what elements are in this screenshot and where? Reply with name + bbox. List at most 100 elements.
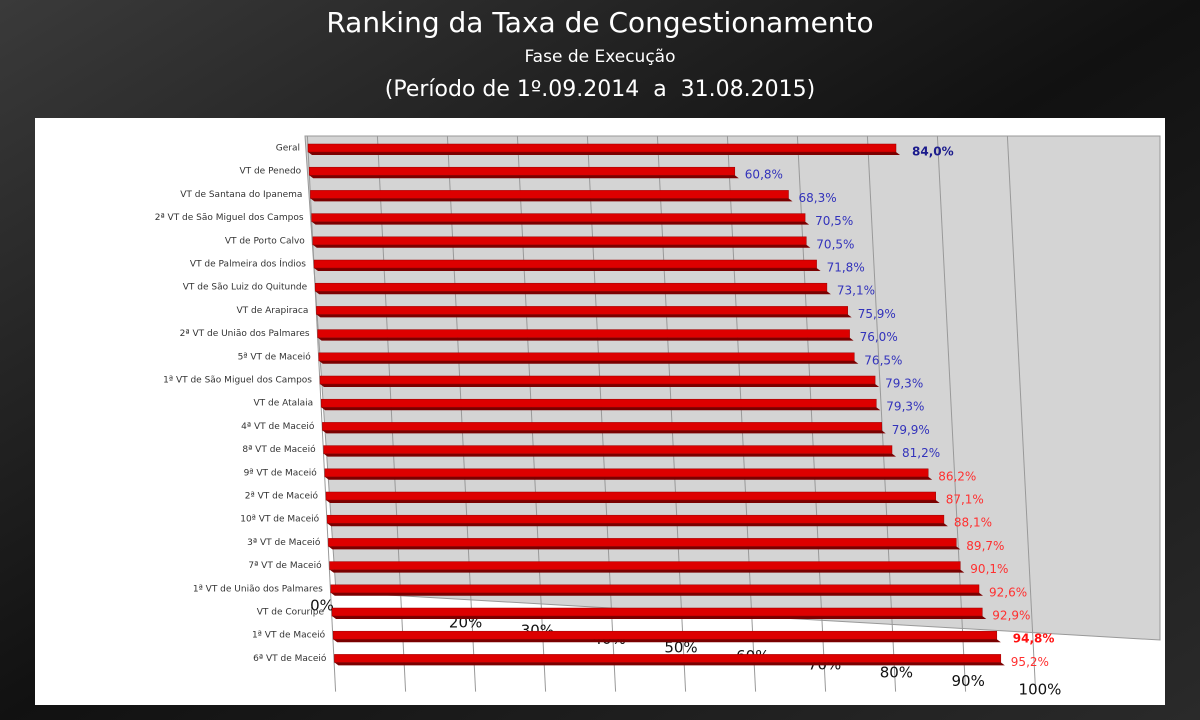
category-label: 8ª VT de Maceió: [242, 444, 316, 455]
value-label: 71,8%: [827, 261, 865, 275]
grid-line: [446, 135, 477, 692]
bar: [316, 306, 848, 315]
bar-side: [309, 175, 739, 179]
bar: [319, 375, 876, 385]
value-label: 90,1%: [970, 562, 1008, 576]
category-label: 10ª VT de Maceió: [240, 514, 319, 525]
bar: [317, 329, 850, 338]
grid-line: [306, 135, 337, 692]
x-tick-label: 100%: [1019, 681, 1062, 699]
value-label: 92,6%: [989, 585, 1027, 599]
category-label: 2ª VT de União dos Palmares: [180, 329, 310, 339]
category-label: VT de Arapiraca: [237, 306, 309, 316]
bar: [310, 190, 789, 199]
value-label: 68,3%: [799, 191, 837, 205]
category-label: VT de Porto Calvo: [225, 236, 305, 246]
bar-side: [327, 523, 948, 527]
value-label: 87,1%: [946, 493, 984, 507]
category-label: 1ª VT de São Miguel dos Campos: [163, 376, 312, 386]
bar-side: [332, 616, 987, 619]
bar: [308, 166, 736, 176]
value-label: 79,3%: [886, 400, 924, 414]
bar-side: [320, 384, 880, 387]
grid-line: [376, 135, 407, 692]
bar: [332, 630, 998, 640]
grid-line: [796, 135, 827, 692]
grid-line: [726, 135, 757, 692]
bar: [314, 282, 828, 292]
value-label: 86,2%: [938, 469, 976, 483]
bar-side: [312, 244, 811, 248]
bar: [323, 445, 893, 454]
category-label: VT de Santana do Ipanema: [180, 190, 302, 200]
category-label: 2ª VT de Maceió: [245, 491, 319, 502]
bar-side: [328, 546, 961, 550]
category-label: 1ª VT de Maceió: [252, 630, 326, 641]
x-tick-label: 90%: [952, 672, 985, 690]
value-label: 88,1%: [954, 516, 992, 530]
value-label: 75,9%: [858, 307, 896, 321]
bar: [334, 654, 1002, 663]
chart-period: (Período de 1º.09.2014 a 31.08.2015): [385, 77, 815, 102]
bar-side: [323, 453, 897, 457]
category-label: VT de Penedo: [239, 167, 301, 177]
value-label: 60,8%: [745, 168, 783, 182]
value-label: 95,2%: [1011, 655, 1049, 669]
value-label: 76,5%: [864, 353, 902, 367]
value-label: 79,9%: [892, 423, 930, 437]
bar: [320, 398, 877, 408]
bar-side: [310, 198, 793, 202]
bar-side: [308, 152, 900, 155]
category-label: 2ª VT de São Miguel dos Campos: [155, 213, 304, 223]
bar: [326, 514, 945, 524]
bar-side: [324, 476, 933, 480]
x-tick-label: 0%: [310, 597, 334, 615]
value-label: 79,3%: [885, 377, 923, 391]
chart-subtitle: Fase de Execução: [524, 47, 675, 67]
bar-side: [314, 268, 821, 271]
category-label: 1ª VT de União dos Palmares: [193, 584, 323, 594]
category-label: VT de Coruripe: [257, 608, 325, 618]
bar: [324, 468, 929, 478]
value-label: 70,5%: [816, 237, 854, 251]
bar-side: [334, 662, 1005, 666]
bar-side: [329, 569, 965, 573]
bar: [312, 236, 807, 246]
grid-line: [1006, 135, 1037, 692]
bar-side: [318, 360, 859, 364]
category-label: 6ª VT de Maceió: [253, 653, 327, 664]
category-label: VT de Atalaia: [253, 399, 313, 409]
bar: [311, 213, 806, 222]
bar-side: [321, 407, 881, 411]
value-label: 92,9%: [992, 609, 1030, 623]
bar-side: [326, 500, 940, 503]
bar-side: [317, 337, 854, 341]
value-label: 89,7%: [966, 539, 1004, 553]
value-label: 70,5%: [815, 214, 853, 228]
category-label: 5ª VT de Maceió: [238, 351, 312, 362]
bar-side: [330, 592, 983, 596]
bar: [322, 422, 882, 431]
category-label: 4ª VT de Maceió: [241, 421, 315, 432]
value-label: 84,0%: [912, 145, 954, 159]
grid-line: [866, 135, 897, 692]
bar-side: [333, 639, 1001, 643]
bar: [318, 352, 855, 362]
grid-line: [656, 135, 687, 692]
x-tick-label: 50%: [664, 639, 697, 657]
category-label: VT de Palmeira dos Índios: [190, 258, 306, 270]
value-label: 73,1%: [837, 284, 875, 298]
bar: [328, 538, 957, 547]
bar-side: [315, 291, 831, 295]
x-tick-label: 80%: [880, 664, 913, 682]
bar-side: [316, 314, 852, 318]
bar-side: [322, 430, 886, 434]
bar: [331, 607, 983, 617]
category-label: 3ª VT de Maceió: [247, 537, 321, 548]
bar-side: [311, 221, 810, 225]
bar: [329, 561, 961, 570]
bar: [307, 143, 897, 153]
bar: [325, 491, 936, 501]
bar: [330, 584, 980, 594]
